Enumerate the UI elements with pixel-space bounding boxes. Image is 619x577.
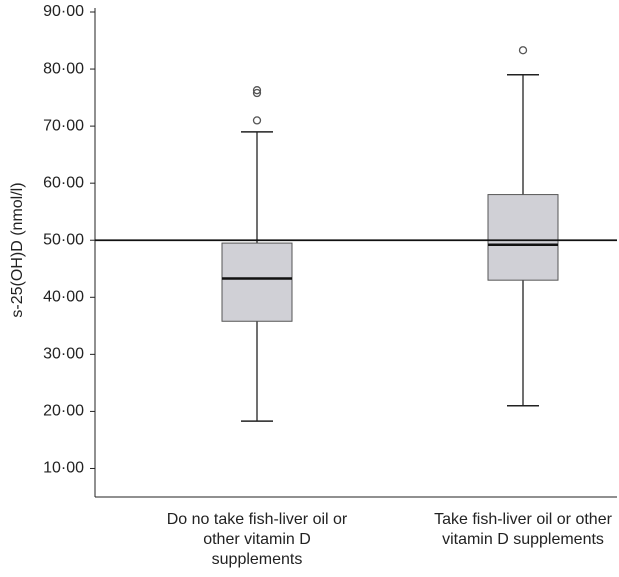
outlier [518, 46, 528, 55]
y-tick-label: 20·00 [43, 403, 84, 420]
y-tick-label: 60·00 [43, 174, 84, 191]
outlier [252, 86, 262, 95]
x-tick-label: Take fish-liver oil or other vitamin D s… [434, 511, 612, 548]
y-tick-label: 70·00 [43, 117, 84, 134]
y-tick-label: 90·00 [43, 3, 84, 20]
box [487, 194, 559, 281]
y-tick-label: 30·00 [43, 346, 84, 363]
y-tick-label: 40·00 [43, 289, 84, 306]
outlier [252, 88, 262, 98]
outlier [252, 116, 262, 125]
y-tick-label: 10·00 [43, 460, 84, 477]
y-axis-label: s-25(OH)D (nmol/l) [9, 182, 26, 317]
y-tick-label: 50·00 [43, 231, 84, 248]
x-tick-label: Do no take fish-liver oil or other vitam… [166, 511, 348, 568]
box [221, 242, 293, 322]
y-tick-label: 80·00 [43, 60, 84, 77]
